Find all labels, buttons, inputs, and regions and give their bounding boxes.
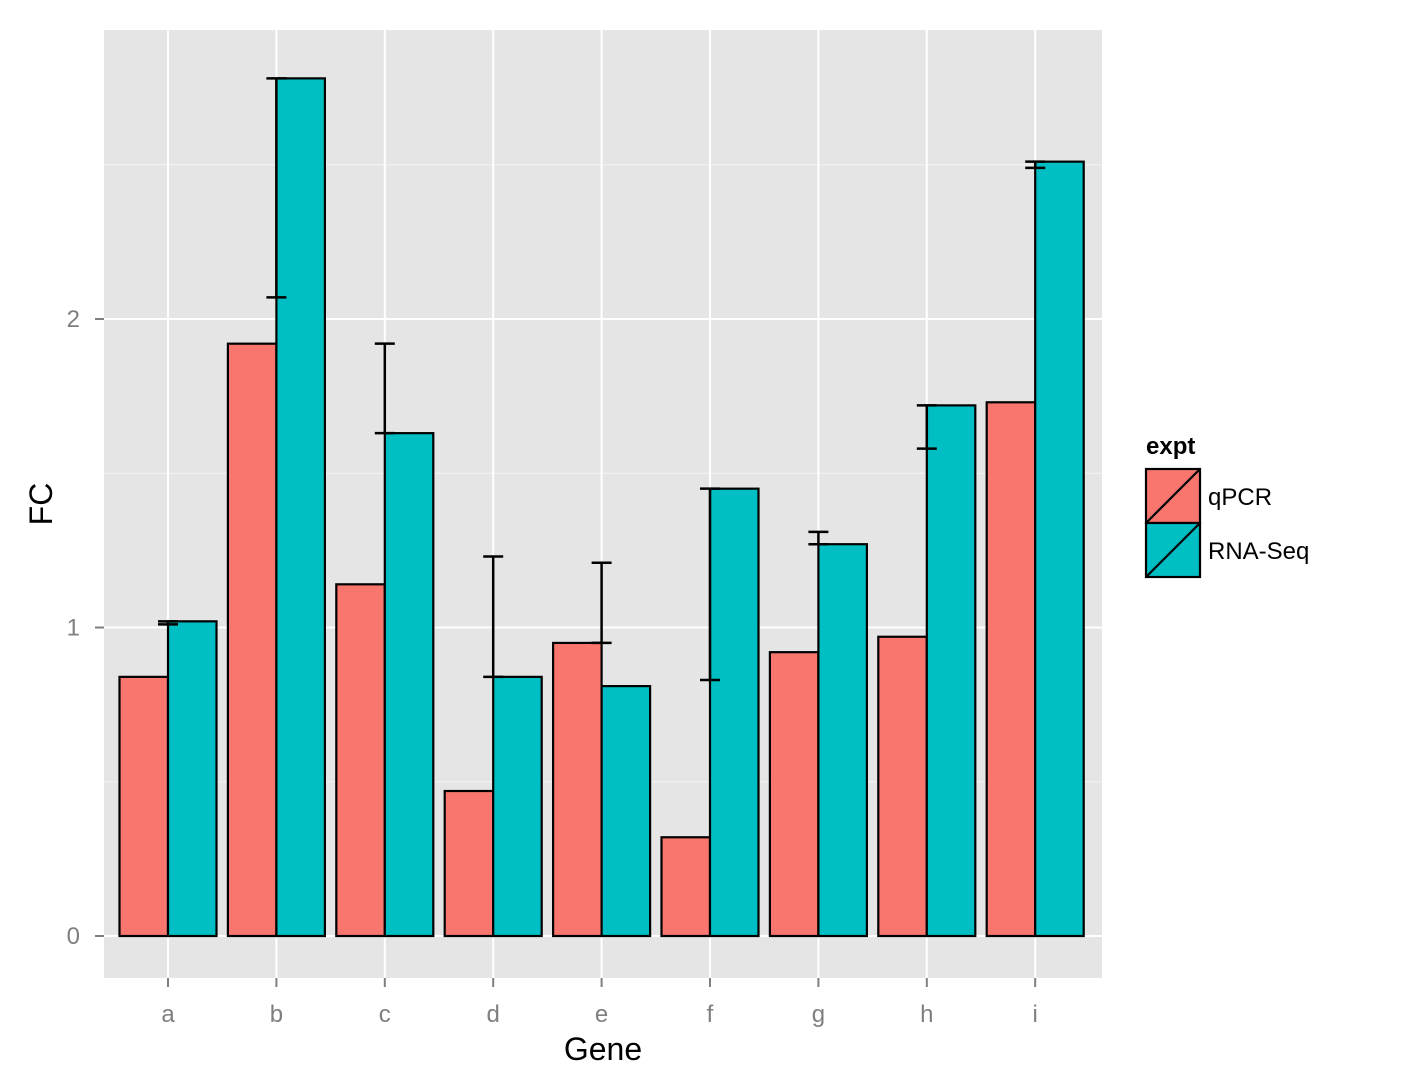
y-axis-title: FC (23, 483, 59, 526)
x-tick-label: f (707, 1001, 714, 1028)
legend-label: RNA-Seq (1208, 538, 1309, 565)
bar-rna-seq-d (492, 675, 543, 938)
bar-rna-seq-a (166, 620, 218, 938)
bar-rna-seq-i (1034, 160, 1085, 938)
legend-swatch-slash (1145, 468, 1201, 524)
bar-qpcr-f (660, 836, 712, 938)
legend-key-rna-seq: RNA-Seq (1144, 521, 1309, 579)
x-axis-title: Gene (564, 1031, 642, 1067)
y-axis: 0 1 2 (67, 306, 104, 950)
bar-rna-seq-f (708, 487, 760, 938)
bar-qpcr-b (226, 342, 278, 938)
bar-qpcr-a (118, 675, 170, 938)
x-tick-label: c (379, 1001, 391, 1028)
bar-qpcr-e (551, 641, 603, 938)
x-tick-label: e (595, 1001, 608, 1028)
error-bars-layer (158, 77, 1046, 682)
x-tick-label: i (1033, 1001, 1038, 1028)
y-tick-label: 2 (67, 306, 80, 333)
x-tick-label: a (161, 1001, 175, 1028)
bar-rna-seq-b (275, 77, 326, 938)
bar-rna-seq-c (383, 432, 435, 938)
y-tick-label: 1 (67, 615, 80, 642)
x-tick-label: d (487, 1001, 500, 1028)
bar-rna-seq-h (925, 404, 977, 938)
x-tick-label: g (812, 1001, 825, 1028)
bar-rna-seq-e (600, 685, 652, 938)
legend-swatch-slash (1145, 522, 1201, 578)
bars-layer (118, 77, 1085, 938)
legend-key-qpcr: qPCR (1144, 467, 1272, 525)
legend: expt qPCR RNA-Seq (1144, 433, 1309, 579)
bar-qpcr-i (985, 401, 1037, 938)
bar-rna-seq-g (817, 543, 869, 938)
y-tick-label: 0 (67, 923, 80, 950)
x-tick-label: h (920, 1001, 933, 1028)
bar-qpcr-h (877, 635, 928, 938)
legend-label: qPCR (1208, 484, 1272, 511)
bar-qpcr-c (335, 583, 386, 938)
x-axis: a b c d e f g h i (161, 978, 1038, 1028)
bar-qpcr-d (443, 789, 495, 938)
legend-title: expt (1146, 433, 1195, 460)
bar-qpcr-g (768, 651, 820, 938)
x-tick-label: b (270, 1001, 283, 1028)
